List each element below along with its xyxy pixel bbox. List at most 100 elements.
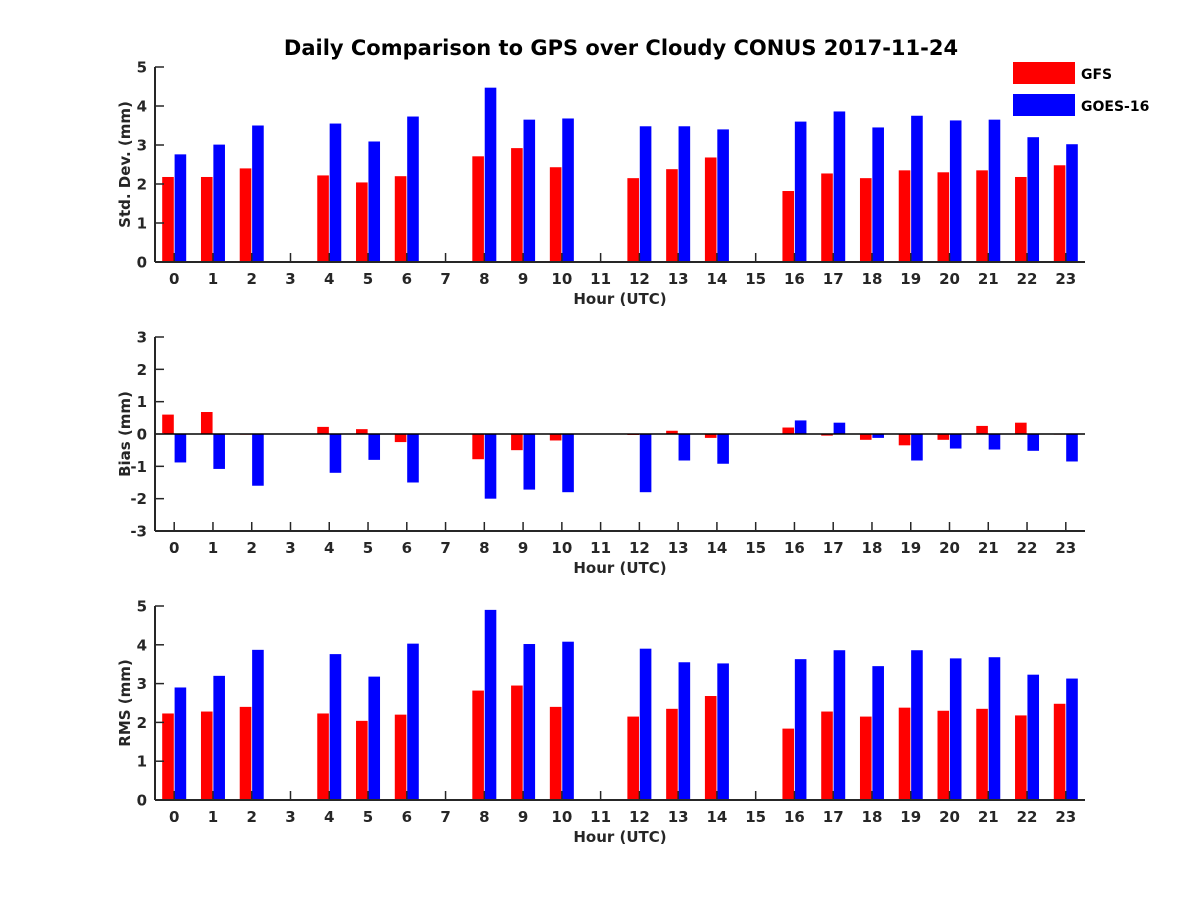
bar-bias-goes-16-6: [407, 434, 419, 483]
bar-std-dev-gfs-23: [1053, 165, 1066, 262]
x-tick-label-rms-0: 0: [169, 808, 179, 826]
bar-bias-goes-16-18: [872, 434, 884, 438]
bar-bias-goes-16-20: [949, 434, 962, 449]
bar-std-dev-goes-16-6: [407, 116, 419, 262]
bar-rms-gfs-4: [317, 713, 329, 800]
x-tick-label-rms-21: 21: [978, 808, 999, 826]
x-tick-label-bias-13: 13: [668, 539, 689, 557]
x-tick-label-rms-9: 9: [518, 808, 528, 826]
x-tick-label-bias-10: 10: [551, 539, 572, 557]
bar-rms-gfs-9: [511, 685, 523, 800]
x-tick-label-rms-12: 12: [629, 808, 650, 826]
x-tick-label-rms-6: 6: [402, 808, 412, 826]
bar-bias-gfs-8: [472, 434, 484, 460]
x-tick-label-rms-14: 14: [706, 808, 727, 826]
x-tick-label-std-dev-15: 15: [745, 270, 766, 288]
bar-bias-goes-16-21: [988, 434, 1001, 450]
y-tick-label-bias-3: 3: [137, 329, 147, 347]
bar-std-dev-gfs-5: [356, 182, 368, 262]
x-tick-label-std-dev-7: 7: [440, 270, 450, 288]
bar-rms-goes-16-0: [174, 687, 187, 800]
bar-bias-gfs-20: [937, 434, 950, 440]
bar-rms-gfs-8: [472, 690, 484, 800]
bar-std-dev-goes-16-9: [523, 119, 536, 263]
bar-std-dev-goes-16-5: [368, 141, 381, 262]
x-tick-label-std-dev-8: 8: [479, 270, 489, 288]
x-tick-label-bias-2: 2: [247, 539, 257, 557]
legend-swatch-gfs: [1013, 62, 1075, 84]
bar-std-dev-gfs-6: [394, 176, 407, 262]
bar-rms-gfs-20: [937, 710, 950, 800]
y-tick-label-rms-4: 4: [137, 636, 147, 654]
x-tick-label-std-dev-18: 18: [862, 270, 883, 288]
x-tick-label-rms-1: 1: [208, 808, 218, 826]
x-tick-label-std-dev-3: 3: [285, 270, 295, 288]
y-tick-label-bias-0: 0: [137, 426, 147, 444]
bar-rms-gfs-21: [976, 708, 988, 800]
bar-std-dev-goes-16-12: [639, 126, 652, 262]
bar-std-dev-goes-16-18: [872, 127, 884, 262]
bar-rms-goes-16-13: [678, 662, 691, 800]
bar-rms-gfs-18: [859, 716, 872, 800]
bar-bias-goes-16-14: [717, 434, 729, 464]
y-tick-label-bias--3: -3: [130, 523, 147, 541]
bar-std-dev-goes-16-2: [252, 125, 264, 262]
bar-bias-gfs-21: [976, 425, 988, 434]
bar-rms-gfs-6: [394, 714, 407, 800]
bar-std-dev-gfs-4: [317, 175, 329, 262]
bar-std-dev-gfs-10: [549, 167, 562, 262]
x-tick-label-rms-18: 18: [862, 808, 883, 826]
x-tick-label-std-dev-13: 13: [668, 270, 689, 288]
legend-swatch-goes16: [1013, 94, 1075, 116]
x-tick-label-bias-11: 11: [590, 539, 611, 557]
bar-bias-gfs-16: [782, 427, 795, 434]
bar-rms-gfs-2: [239, 706, 252, 800]
bar-bias-gfs-1: [200, 412, 213, 434]
y-tick-label-bias-1: 1: [137, 393, 147, 411]
x-tick-label-rms-7: 7: [440, 808, 450, 826]
bar-rms-goes-16-14: [717, 663, 729, 800]
y-axis-label-std-dev: Std. Dev. (mm): [116, 101, 134, 228]
bar-rms-goes-16-21: [988, 657, 1001, 800]
x-tick-label-bias-22: 22: [1017, 539, 1038, 557]
bar-bias-goes-16-19: [911, 434, 923, 461]
bar-bias-gfs-5: [356, 429, 368, 434]
bar-bias-goes-16-8: [484, 434, 497, 499]
bar-bias-goes-16-0: [174, 434, 187, 463]
x-tick-label-rms-20: 20: [939, 808, 960, 826]
x-tick-label-bias-7: 7: [440, 539, 450, 557]
bar-std-dev-gfs-22: [1015, 176, 1027, 262]
bar-bias-goes-16-10: [562, 434, 574, 493]
bar-rms-gfs-23: [1053, 703, 1066, 800]
bar-rms-goes-16-2: [252, 649, 264, 800]
y-tick-label-bias--2: -2: [130, 490, 147, 508]
y-axis-label-bias: Bias (mm): [116, 391, 134, 477]
bar-rms-gfs-17: [821, 711, 833, 800]
bar-rms-goes-16-20: [949, 658, 962, 800]
x-tick-label-rms-5: 5: [363, 808, 373, 826]
x-tick-label-std-dev-0: 0: [169, 270, 179, 288]
bar-bias-goes-16-9: [523, 434, 536, 490]
bar-std-dev-gfs-1: [200, 176, 213, 262]
bar-std-dev-gfs-17: [821, 173, 833, 262]
x-tick-label-bias-0: 0: [169, 539, 179, 557]
x-tick-label-bias-4: 4: [324, 539, 334, 557]
bar-rms-goes-16-16: [794, 659, 807, 800]
bar-std-dev-gfs-16: [782, 191, 795, 262]
bar-std-dev-goes-16-4: [329, 123, 342, 262]
x-tick-label-bias-16: 16: [784, 539, 805, 557]
x-tick-label-bias-17: 17: [823, 539, 844, 557]
bar-bias-gfs-22: [1015, 422, 1027, 434]
bar-rms-goes-16-5: [368, 676, 381, 800]
x-axis-label-rms: Hour (UTC): [573, 828, 666, 846]
bar-std-dev-goes-16-8: [484, 87, 497, 262]
bar-rms-goes-16-17: [833, 650, 846, 800]
x-tick-label-std-dev-6: 6: [402, 270, 412, 288]
x-axis-label-std-dev: Hour (UTC): [573, 290, 666, 308]
x-tick-label-std-dev-17: 17: [823, 270, 844, 288]
bar-rms-gfs-14: [704, 696, 717, 800]
bar-rms-gfs-19: [898, 707, 911, 800]
bar-std-dev-goes-16-22: [1027, 137, 1040, 262]
